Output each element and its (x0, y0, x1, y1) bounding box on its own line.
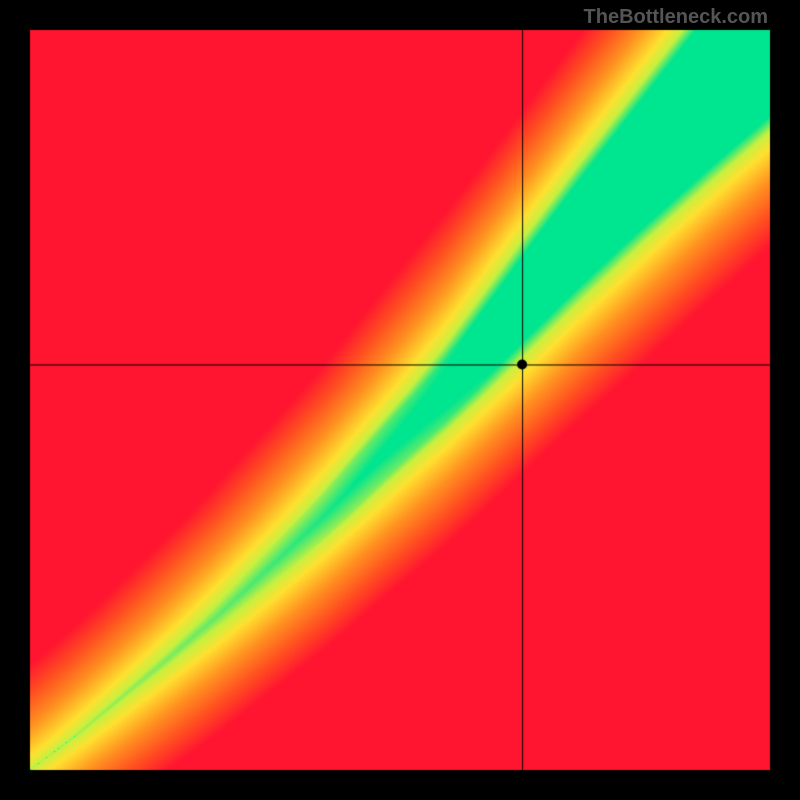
watermark-text: TheBottleneck.com (584, 6, 768, 29)
bottleneck-heatmap-chart: TheBottleneck.com (0, 0, 800, 800)
heatmap-canvas (0, 0, 800, 800)
